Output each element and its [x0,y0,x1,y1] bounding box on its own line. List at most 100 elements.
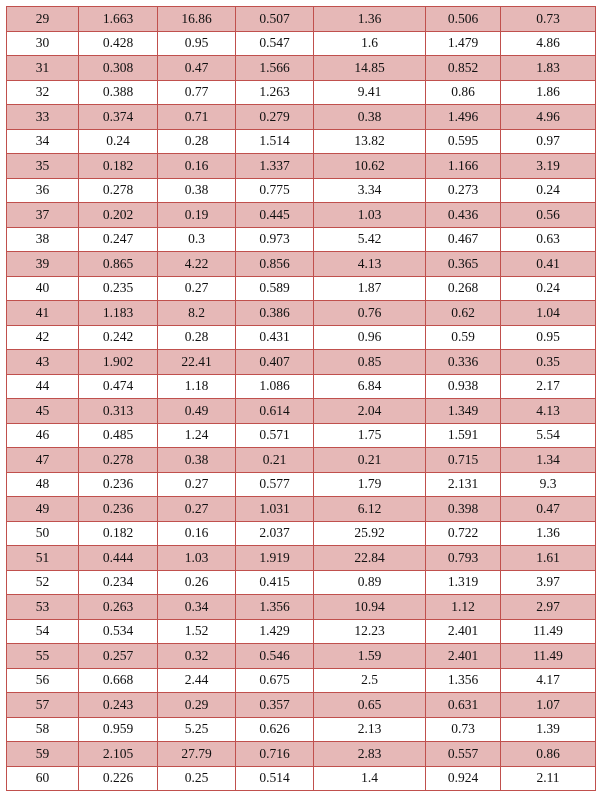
table-row: 36 0.278 0.38 0.775 3.34 0.273 0.24 [6,177,596,203]
table-cell: 0.96 [313,324,426,350]
table-cell: 4.96 [500,104,596,130]
table-cell: 3.19 [500,153,596,179]
table-cell: 0.715 [425,447,501,473]
table-cell: 0.474 [78,373,158,399]
table-cell: 2.11 [500,765,596,791]
table-cell: 2.13 [313,716,426,742]
table-row: 42 0.242 0.28 0.431 0.96 0.59 0.95 [6,324,596,350]
table-cell: 16.86 [157,6,236,32]
table-cell: 10.62 [313,153,426,179]
table-cell: 0.234 [78,569,158,595]
table-cell: 0.27 [157,496,236,522]
table-cell: 36 [6,177,79,203]
table-cell: 0.77 [157,79,236,105]
table-cell: 1.18 [157,373,236,399]
table-row: 60 0.226 0.25 0.514 1.4 0.924 2.11 [6,765,596,791]
table-cell: 0.28 [157,324,236,350]
table-cell: 0.86 [500,741,596,767]
table-row: 47 0.278 0.38 0.21 0.21 0.715 1.34 [6,447,596,473]
table-cell: 0.374 [78,104,158,130]
table-cell: 0.675 [235,667,314,693]
table-cell: 0.308 [78,55,158,81]
table-cell: 34 [6,128,79,154]
table-cell: 0.236 [78,496,158,522]
table-cell: 9.41 [313,79,426,105]
table-cell: 1.183 [78,300,158,326]
table-cell: 2.401 [425,618,501,644]
table-cell: 1.07 [500,692,596,718]
table-cell: 0.856 [235,251,314,277]
table-cell: 1.337 [235,153,314,179]
table-cell: 0.16 [157,520,236,546]
table-cell: 0.279 [235,104,314,130]
table-cell: 60 [6,765,79,791]
table-cell: 1.24 [157,422,236,448]
table-cell: 33 [6,104,79,130]
table-cell: 1.75 [313,422,426,448]
table-cell: 0.506 [425,6,501,32]
table-cell: 0.247 [78,226,158,252]
table-cell: 2.131 [425,471,501,497]
table-row: 39 0.865 4.22 0.856 4.13 0.365 0.41 [6,251,596,277]
table-cell: 1.83 [500,55,596,81]
table-cell: 0.775 [235,177,314,203]
table-cell: 57 [6,692,79,718]
table-cell: 1.429 [235,618,314,644]
table-row: 40 0.235 0.27 0.589 1.87 0.268 0.24 [6,275,596,301]
table-cell: 0.407 [235,349,314,375]
table-cell: 0.631 [425,692,501,718]
table-cell: 0.62 [425,300,501,326]
table-row: 45 0.313 0.49 0.614 2.04 1.349 4.13 [6,398,596,424]
table-cell: 0.3 [157,226,236,252]
table-cell: 0.21 [235,447,314,473]
table-cell: 2.5 [313,667,426,693]
table-cell: 0.668 [78,667,158,693]
table-cell: 1.514 [235,128,314,154]
table-cell: 5.25 [157,716,236,742]
table-row: 32 0.388 0.77 1.263 9.41 0.86 1.86 [6,79,596,105]
table-cell: 0.243 [78,692,158,718]
table-cell: 0.16 [157,153,236,179]
table-row: 54 0.534 1.52 1.429 12.23 2.401 11.49 [6,618,596,644]
table-cell: 2.105 [78,741,158,767]
table-cell: 52 [6,569,79,595]
table-row: 55 0.257 0.32 0.546 1.59 2.401 11.49 [6,643,596,669]
table-cell: 0.444 [78,545,158,571]
table-cell: 48 [6,471,79,497]
table-cell: 0.28 [157,128,236,154]
table-cell: 4.17 [500,667,596,693]
table-cell: 1.87 [313,275,426,301]
table-cell: 0.431 [235,324,314,350]
table-cell: 0.63 [500,226,596,252]
table-cell: 0.257 [78,643,158,669]
table-row: 33 0.374 0.71 0.279 0.38 1.496 4.96 [6,104,596,130]
table-cell: 1.86 [500,79,596,105]
table-cell: 0.793 [425,545,501,571]
table-row: 52 0.234 0.26 0.415 0.89 1.319 3.97 [6,569,596,595]
table-cell: 0.41 [500,251,596,277]
table-cell: 0.577 [235,471,314,497]
table-row: 50 0.182 0.16 2.037 25.92 0.722 1.36 [6,520,596,546]
table-cell: 1.03 [313,202,426,228]
table-cell: 37 [6,202,79,228]
table-cell: 14.85 [313,55,426,81]
table-cell: 0.226 [78,765,158,791]
table-cell: 0.398 [425,496,501,522]
table-row: 44 0.474 1.18 1.086 6.84 0.938 2.17 [6,373,596,399]
table-cell: 4.86 [500,30,596,56]
table-cell: 0.97 [500,128,596,154]
table-cell: 1.031 [235,496,314,522]
table-cell: 1.663 [78,6,158,32]
table-cell: 1.36 [500,520,596,546]
table-cell: 6.84 [313,373,426,399]
table-cell: 0.485 [78,422,158,448]
table-cell: 2.97 [500,594,596,620]
table-cell: 0.35 [500,349,596,375]
table-cell: 0.268 [425,275,501,301]
table-cell: 0.73 [425,716,501,742]
table-cell: 22.41 [157,349,236,375]
table-cell: 0.313 [78,398,158,424]
table-cell: 4.22 [157,251,236,277]
table-cell: 3.34 [313,177,426,203]
table-cell: 1.496 [425,104,501,130]
